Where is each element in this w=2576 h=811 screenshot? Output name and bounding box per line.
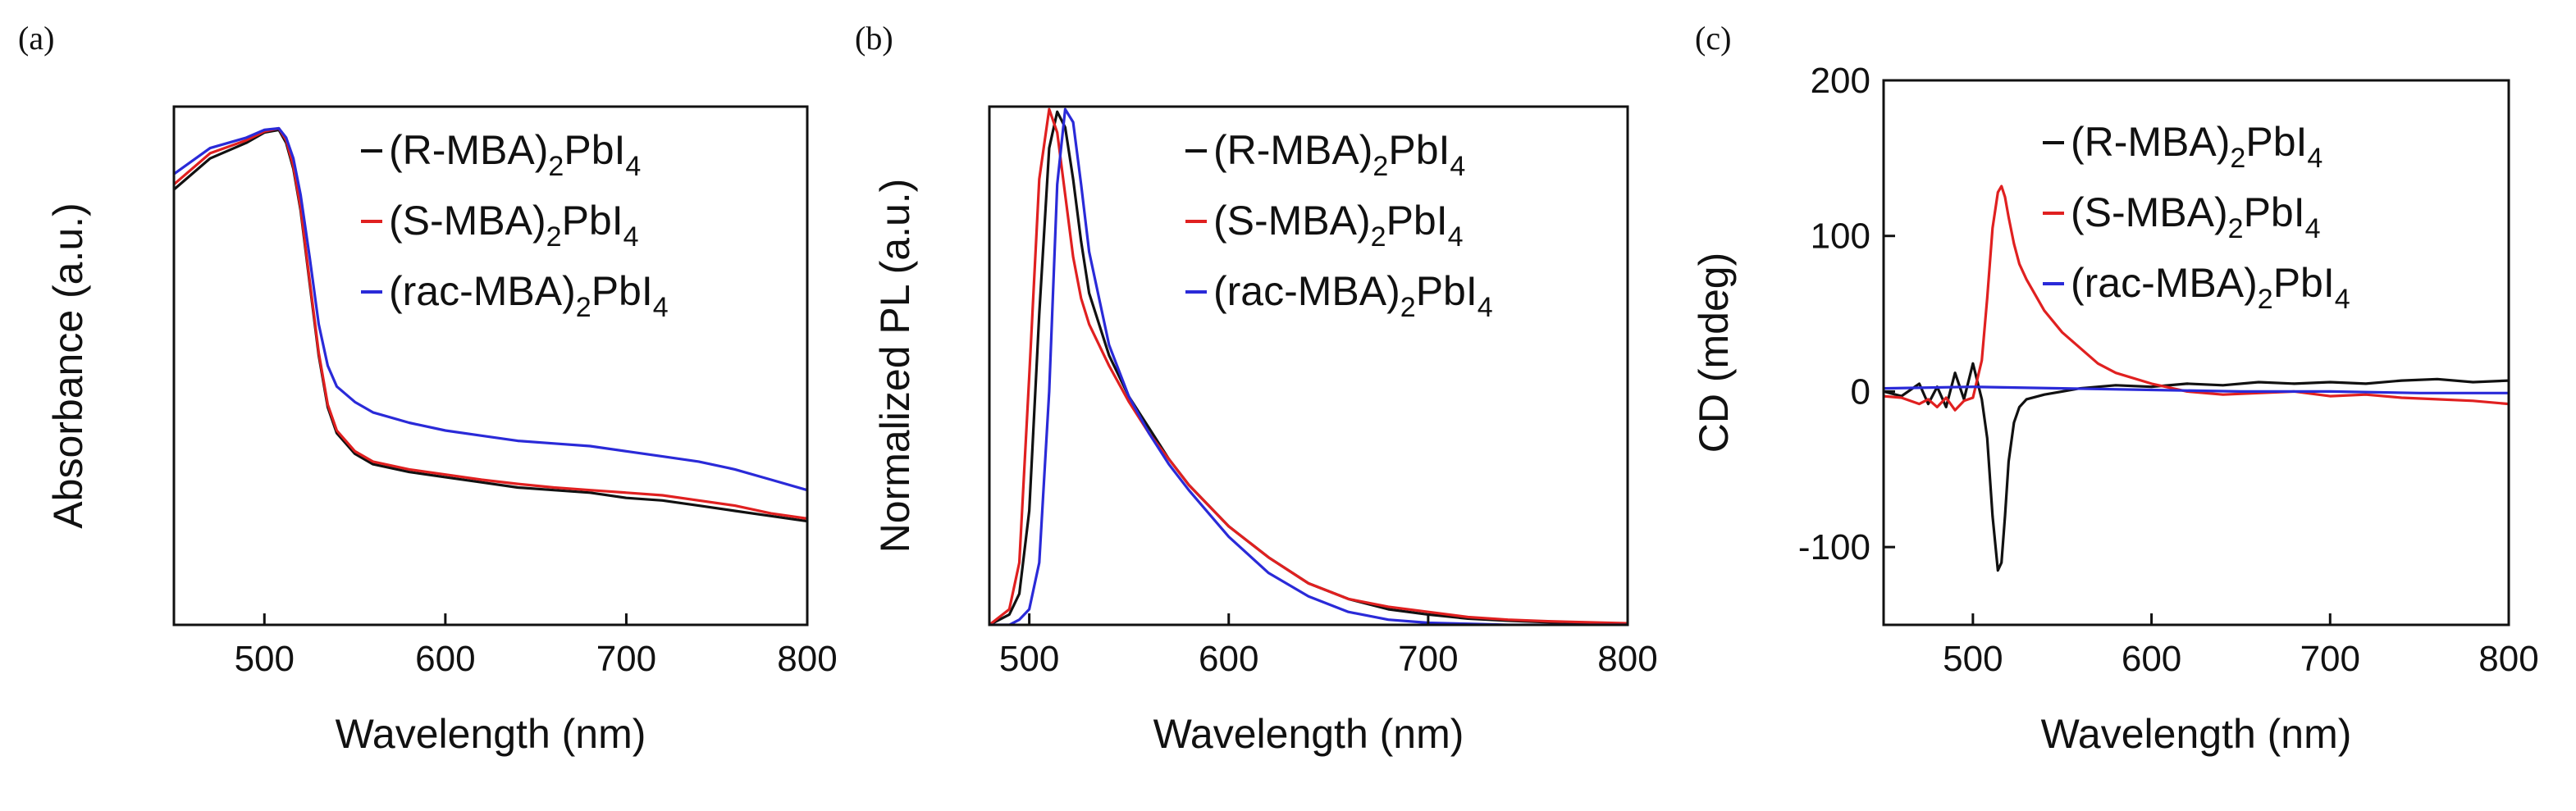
x-tick-label: 800 xyxy=(777,639,837,679)
x-tick-label: 800 xyxy=(1597,639,1657,679)
legend-text-part: (R-MBA) xyxy=(389,127,548,173)
plot-frame xyxy=(988,105,1629,626)
legend-label-rac-mba: (rac-MBA)2PbI4 xyxy=(2071,260,2350,315)
legend-label-s-mba: (S-MBA)2PbI4 xyxy=(389,198,639,253)
legend-text-part: PbI xyxy=(1386,198,1448,244)
legend-text-part: (R-MBA) xyxy=(2071,119,2230,165)
series-line-s-mba xyxy=(174,126,807,520)
x-axis-title: Wavelength (nm) xyxy=(2041,711,2352,757)
legend-text-part: (R-MBA) xyxy=(1213,127,1372,173)
series-line-r-mba xyxy=(174,128,807,523)
series-line-rac-mba xyxy=(989,107,1628,625)
legend-text-part: PbI xyxy=(1416,268,1478,314)
y-axis-title: CD (mdeg) xyxy=(1691,253,1737,453)
legend-text-part: PbI xyxy=(562,198,623,244)
x-tick-label: 500 xyxy=(235,639,295,679)
legend: (R-MBA)2PbI4(S-MBA)2PbI4(rac-MBA)2PbI4 xyxy=(2043,119,2350,315)
legend: (R-MBA)2PbI4(S-MBA)2PbI4(rac-MBA)2PbI4 xyxy=(361,127,669,323)
legend-label-r-mba: (R-MBA)2PbI4 xyxy=(389,127,641,182)
legend-label-s-mba: (S-MBA)2PbI4 xyxy=(1213,198,1464,253)
legend-text-part: PbI xyxy=(2244,189,2305,235)
x-tick-label: 600 xyxy=(1199,639,1258,679)
legend-text-part: (rac-MBA) xyxy=(1213,268,1400,314)
legend-subscript: 2 xyxy=(2228,213,2244,244)
x-tick-label: 700 xyxy=(1398,639,1458,679)
legend-subscript: 2 xyxy=(546,221,562,253)
legend-label-s-mba: (S-MBA)2PbI4 xyxy=(2071,189,2321,244)
x-tick-label: 700 xyxy=(596,639,656,679)
series-line-s-mba xyxy=(1884,185,2509,412)
series-line-rac-mba xyxy=(1884,385,2509,394)
legend-text-part: PbI xyxy=(2245,119,2307,165)
panel-a-absorbance: 500 600 700 800 Wavelength (nm) Absorbance (a… xyxy=(45,105,838,757)
y-axis-title: Normalized PL (a.u.) xyxy=(872,179,918,554)
legend-subscript: 4 xyxy=(623,221,639,253)
legend-text-part: PbI xyxy=(591,268,653,314)
legend-subscript: 4 xyxy=(2305,213,2321,244)
legend-text-part: (S-MBA) xyxy=(2071,189,2228,235)
legend-subscript: 2 xyxy=(1371,221,1386,253)
plot-frame xyxy=(1882,79,2510,626)
panel-label-c: (c) xyxy=(1695,20,1731,57)
legend-label-r-mba: (R-MBA)2PbI4 xyxy=(1213,127,1465,182)
x-tick-label: 600 xyxy=(2122,639,2181,679)
legend-subscript: 2 xyxy=(548,151,564,182)
y-tick-label: -100 xyxy=(1798,527,1870,567)
x-tick-label: 800 xyxy=(2478,639,2538,679)
series-line-r-mba xyxy=(989,110,1628,625)
plot-frame xyxy=(172,105,809,626)
legend-text-part: PbI xyxy=(564,127,625,173)
legend-subscript: 2 xyxy=(1400,292,1416,323)
legend-subscript: 2 xyxy=(2258,284,2273,315)
legend-subscript: 4 xyxy=(1448,221,1464,253)
legend-subscript: 4 xyxy=(1450,151,1465,182)
legend-subscript: 4 xyxy=(2307,143,2323,174)
y-tick-label: 100 xyxy=(1811,216,1870,257)
legend-text-part: (rac-MBA) xyxy=(2071,260,2258,306)
panel-label-b: (b) xyxy=(855,20,893,57)
legend-label-r-mba: (R-MBA)2PbI4 xyxy=(2071,119,2323,174)
legend-subscript: 4 xyxy=(625,151,641,182)
legend-subscript: 4 xyxy=(653,292,669,323)
series-line-rac-mba xyxy=(174,126,807,492)
legend-subscript: 2 xyxy=(576,292,591,323)
y-tick-label: 0 xyxy=(1851,371,1870,412)
y-axis-title: Absorbance (a.u.) xyxy=(45,203,91,528)
legend-subscript: 4 xyxy=(2335,284,2350,315)
legend-subscript: 2 xyxy=(2230,143,2245,174)
series-line-s-mba xyxy=(989,107,1628,625)
y-tick-label: 200 xyxy=(1811,61,1870,101)
legend-subscript: 2 xyxy=(1372,151,1388,182)
legend: (R-MBA)2PbI4(S-MBA)2PbI4(rac-MBA)2PbI4 xyxy=(1185,127,1493,323)
panel-c-circular-dichroism: 500 600 700 800 -100 0 100 200 Wavelength (nm) CD… xyxy=(1691,61,2539,757)
x-tick-label: 700 xyxy=(2300,639,2360,679)
x-tick-label: 500 xyxy=(999,639,1059,679)
series-line-r-mba xyxy=(1884,362,2509,572)
legend-label-rac-mba: (rac-MBA)2PbI4 xyxy=(1213,268,1493,323)
legend-text-part: PbI xyxy=(2273,260,2335,306)
legend-text-part: (S-MBA) xyxy=(389,198,546,244)
legend-text-part: (rac-MBA) xyxy=(389,268,576,314)
legend-label-rac-mba: (rac-MBA)2PbI4 xyxy=(389,268,669,323)
panel-label-a: (a) xyxy=(18,20,54,57)
panel-b-photoluminescence: 500 600 700 800 Wavelength (nm) Normalized PL… xyxy=(872,105,1658,757)
x-axis-title: Wavelength (nm) xyxy=(1153,711,1464,757)
x-tick-label: 500 xyxy=(1943,639,2003,679)
x-tick-label: 600 xyxy=(415,639,475,679)
x-axis-title: Wavelength (nm) xyxy=(336,711,646,757)
legend-text-part: PbI xyxy=(1388,127,1450,173)
legend-subscript: 4 xyxy=(1478,292,1493,323)
legend-text-part: (S-MBA) xyxy=(1213,198,1371,244)
